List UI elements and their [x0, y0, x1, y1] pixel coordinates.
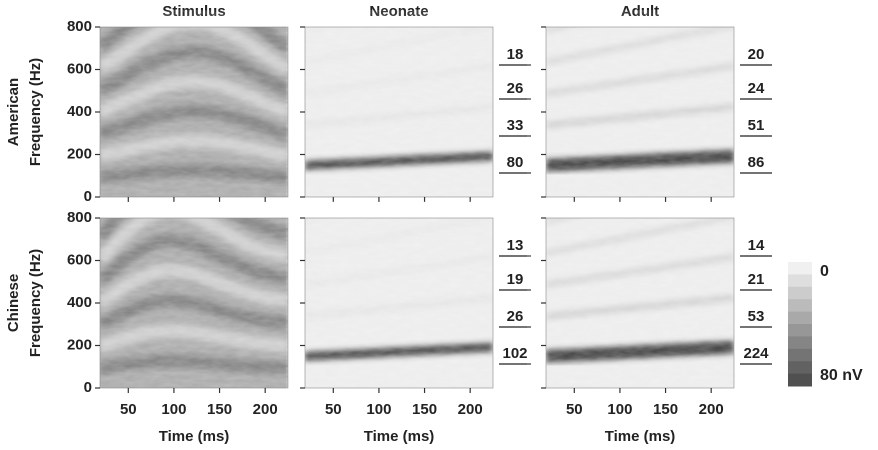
- y-axis-label: Frequency (Hz): [27, 58, 44, 166]
- amplitude-label: 51: [748, 117, 765, 134]
- amplitude-label: 80: [507, 154, 524, 171]
- x-tick-label: 150: [207, 401, 232, 418]
- colorbar-step: [788, 262, 812, 275]
- colorbar-step: [788, 299, 812, 313]
- y-tick-label: 600: [67, 251, 92, 268]
- column-title: Stimulus: [162, 3, 225, 20]
- x-tick-label: 200: [458, 401, 483, 418]
- heatmap-panel: [304, 217, 494, 389]
- amplitude-label: 20: [748, 46, 765, 63]
- y-axis-label: Frequency (Hz): [27, 249, 44, 357]
- amplitude-label: 102: [502, 345, 527, 362]
- x-tick-label: 100: [366, 401, 391, 418]
- colorbar-step: [788, 311, 812, 325]
- amplitude-label: 21: [748, 271, 765, 288]
- y-tick-label: 800: [67, 209, 92, 226]
- y-tick-label: 800: [67, 18, 92, 35]
- amplitude-label: 13: [507, 237, 524, 254]
- amplitude-label: 224: [743, 345, 769, 362]
- x-tick-label: 200: [253, 401, 278, 418]
- x-tick-label: 100: [161, 401, 186, 418]
- x-tick-label: 100: [607, 401, 632, 418]
- x-axis-label: Time (ms): [159, 428, 230, 445]
- x-tick-label: 150: [412, 401, 437, 418]
- y-tick-label: 0: [84, 379, 92, 396]
- texture: [546, 218, 734, 388]
- y-tick-label: 600: [67, 60, 92, 77]
- colorbar-step: [788, 274, 812, 288]
- colorbar-step: [788, 373, 812, 387]
- x-tick-label: 150: [653, 401, 678, 418]
- colorbar-step: [788, 348, 812, 362]
- row-label: Chinese: [5, 274, 22, 332]
- y-tick-label: 400: [67, 103, 92, 120]
- y-tick-label: 0: [84, 188, 92, 205]
- colorbar-step: [788, 336, 812, 350]
- y-tick-label: 200: [67, 145, 92, 162]
- texture: [100, 218, 288, 388]
- colorbar-step: [788, 286, 812, 300]
- x-tick-label: 50: [120, 401, 137, 418]
- amplitude-label: 14: [748, 237, 765, 254]
- y-tick-label: 400: [67, 294, 92, 311]
- colorbar-step: [788, 361, 812, 375]
- amplitude-label: 19: [507, 271, 524, 288]
- heatmap-panel: [99, 217, 289, 389]
- amplitude-label: 26: [507, 308, 524, 325]
- y-tick-label: 200: [67, 336, 92, 353]
- heatmap-panel: [99, 26, 289, 198]
- x-tick-label: 50: [566, 401, 583, 418]
- amplitude-label: 24: [748, 80, 765, 97]
- amplitude-label: 53: [748, 308, 765, 325]
- heatmap-panel: [545, 26, 735, 198]
- colorbar-label: 80 nV: [820, 367, 863, 384]
- amplitude-label: 18: [507, 46, 524, 63]
- texture: [305, 218, 493, 388]
- texture: [546, 27, 734, 197]
- texture: [100, 27, 288, 197]
- heatmap-panel: [304, 26, 494, 198]
- row-label: American: [5, 78, 22, 146]
- colorbar-label: 0: [820, 263, 829, 280]
- amplitude-label: 86: [748, 154, 765, 171]
- heatmap-panel: [545, 217, 735, 389]
- column-title: Adult: [621, 3, 659, 20]
- x-axis-label: Time (ms): [364, 428, 435, 445]
- x-tick-label: 200: [699, 401, 724, 418]
- x-axis-label: Time (ms): [605, 428, 676, 445]
- amplitude-label: 26: [507, 80, 524, 97]
- colorbar-step: [788, 324, 812, 337]
- column-title: Neonate: [369, 3, 428, 20]
- amplitude-label: 33: [507, 117, 524, 134]
- texture: [305, 27, 493, 197]
- x-tick-label: 50: [325, 401, 342, 418]
